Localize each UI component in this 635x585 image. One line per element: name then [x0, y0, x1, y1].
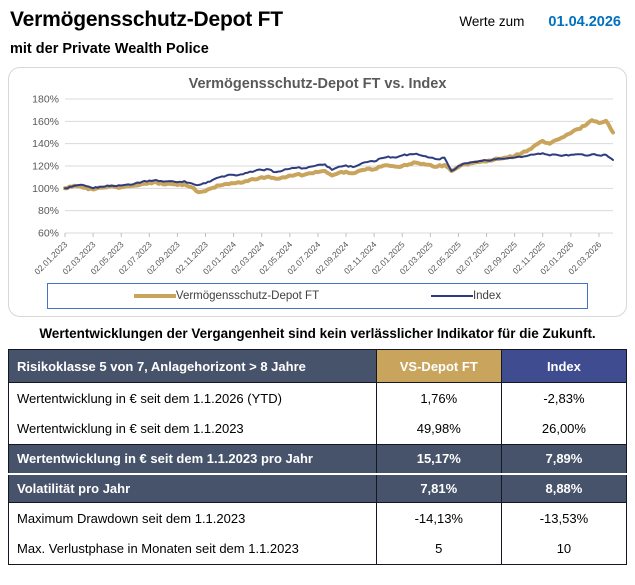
vs-depot-column-header: VS-Depot FT [375, 349, 502, 383]
depot-line-swatch-icon [133, 294, 176, 298]
page-header: Vermögensschutz-Depot FT Werte zum 01.04… [0, 0, 635, 57]
chart-legend: Vermögensschutz-Depot FT Index [47, 283, 588, 309]
index-value: -2,83% [500, 382, 628, 414]
page-subtitle: mit der Private Wealth Police [10, 41, 209, 57]
vs-value: 1,76% [375, 382, 502, 414]
index-value: 10 [500, 533, 628, 565]
index-column-header: Index [500, 349, 628, 383]
legend-label-index: Index [472, 290, 502, 302]
chart-title: Vermögensschutz-Depot FT vs. Index [188, 76, 447, 92]
page-title: Vermögensschutz-Depot FT [10, 8, 283, 31]
svg-text:160%: 160% [32, 116, 59, 128]
row-label: Max. Verlustphase in Monaten seit dem 1.… [8, 533, 377, 565]
legend-item-depot: Vermögensschutz-Depot FT [133, 290, 320, 302]
svg-text:180%: 180% [32, 94, 59, 106]
vs-value: -14,13% [375, 502, 502, 534]
svg-text:140%: 140% [32, 138, 59, 150]
svg-text:60%: 60% [38, 228, 59, 240]
row-label: Maximum Drawdown seit dem 1.1.2023 [8, 502, 377, 534]
legend-item-index: Index [430, 290, 502, 302]
table-row: Wertentwicklung in € seit dem 1.1.2026 (… [8, 382, 628, 414]
index-line-swatch-icon [430, 295, 473, 297]
vs-value: 49,98% [375, 413, 502, 445]
risk-class-header: Risikoklasse 5 von 7, Anlagehorizont > 8… [8, 349, 377, 383]
svg-text:120%: 120% [32, 161, 59, 173]
index-value: 8,88% [500, 472, 628, 503]
row-label: Wertentwicklung in € seit dem 1.1.2023 [8, 413, 377, 445]
performance-chart: 180%160%140%120%100%80%60%02.01.202302.0… [32, 94, 615, 276]
vs-value: 5 [375, 533, 502, 565]
row-label: Volatilität pro Jahr [8, 472, 377, 503]
row-label: Wertentwicklung in € seit dem 1.1.2023 p… [8, 444, 377, 474]
svg-text:100%: 100% [32, 183, 59, 195]
row-label: Wertentwicklung in € seit dem 1.1.2026 (… [8, 382, 377, 414]
table-header-row: Risikoklasse 5 von 7, Anlagehorizont > 8… [8, 349, 628, 383]
as-of-label: Werte zum [459, 14, 525, 29]
table-row: Max. Verlustphase in Monaten seit dem 1.… [8, 533, 628, 565]
index-value: 26,00% [500, 413, 628, 445]
legend-label-depot: Vermögensschutz-Depot FT [175, 290, 320, 302]
disclaimer-text: Wertentwicklungen der Vergangenheit sind… [39, 326, 596, 341]
as-of-block: Werte zum 01.04.2026 [459, 14, 625, 30]
index-value: -13,53% [500, 502, 628, 534]
table-row: Wertentwicklung in € seit dem 1.1.2023 p… [8, 444, 628, 474]
stats-table: Risikoklasse 5 von 7, Anlagehorizont > 8… [8, 349, 628, 565]
vs-value: 15,17% [375, 444, 502, 474]
chart-container: Vermögensschutz-Depot FT vs. Index 180% 1… [8, 67, 627, 317]
table-row: Wertentwicklung in € seit dem 1.1.2023 49… [8, 413, 628, 445]
vs-value: 7,81% [375, 472, 502, 503]
table-row: Maximum Drawdown seit dem 1.1.2023 -14,13… [8, 502, 628, 534]
as-of-date: 01.04.2026 [548, 14, 621, 30]
index-value: 7,89% [500, 444, 628, 474]
svg-text:80%: 80% [38, 205, 59, 217]
table-row: Volatilität pro Jahr 7,81% 8,88% [8, 472, 628, 503]
